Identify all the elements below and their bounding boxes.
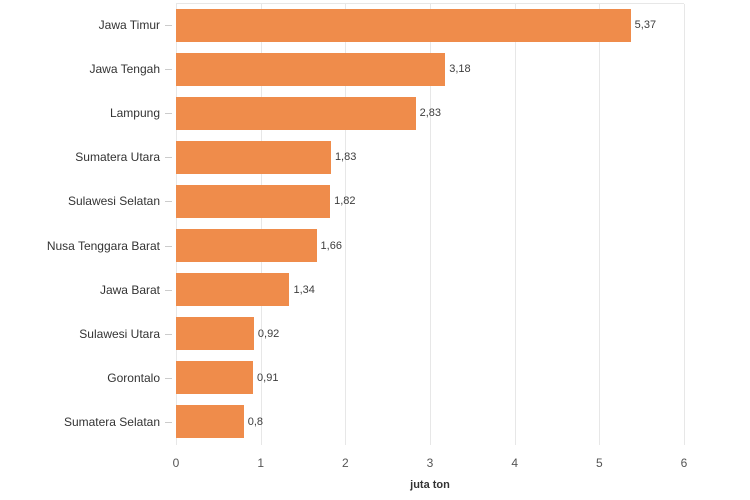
value-label-gorontalo: 0,91 xyxy=(257,371,279,384)
x-tick-label-5: 5 xyxy=(595,456,603,470)
x-axis-label: juta ton xyxy=(410,479,450,491)
y-axis-tick xyxy=(165,333,172,335)
value-label-lampung: 2,83 xyxy=(419,107,442,120)
y-axis-tick xyxy=(165,201,172,203)
value-label-jawa-timur: 5,37 xyxy=(634,19,657,32)
x-tick-label-4: 4 xyxy=(511,456,518,470)
x-tick-label-2: 2 xyxy=(341,456,349,470)
chart-row-sumatera-utara: Sumatera Utara 1,83 xyxy=(0,135,750,179)
value-label-sulawesi-utara: 0,92 xyxy=(257,327,280,340)
category-label-jawa-tengah: Jawa Tengah xyxy=(89,62,161,77)
bar-sulawesi-utara xyxy=(176,317,254,351)
gridline-x-0 xyxy=(176,4,177,445)
chart-row-jawa-barat: Jawa Barat 1,34 xyxy=(0,268,750,312)
gridline-x-4 xyxy=(514,4,516,445)
chart-row-lampung: Lampung 2,83 xyxy=(0,91,750,135)
bar-jawa-barat xyxy=(176,273,290,307)
chart-row-sulawesi-utara: Sulawesi Utara 0,92 xyxy=(0,312,750,356)
category-label-lampung: Lampung xyxy=(109,106,160,121)
bar-nusa-tenggara-barat xyxy=(176,229,317,263)
x-tick-label-6: 6 xyxy=(680,456,688,470)
bar-gorontalo xyxy=(176,361,254,395)
chart-row-sumatera-selatan: Sumatera Selatan 0,8 xyxy=(0,400,750,444)
x-tick-label-3: 3 xyxy=(426,456,434,470)
category-label-sumatera-utara: Sumatera Utara xyxy=(75,150,160,165)
bar-sulawesi-selatan xyxy=(176,184,331,218)
value-label-sulawesi-selatan: 1,82 xyxy=(334,195,356,208)
x-tick-label-0: 0 xyxy=(172,456,180,470)
category-label-sumatera-selatan: Sumatera Selatan xyxy=(63,414,160,429)
value-label-jawa-barat: 1,34 xyxy=(293,283,315,296)
value-label-sumatera-selatan: 0,8 xyxy=(247,415,264,428)
y-axis-tick xyxy=(165,289,172,291)
gridline-x-3 xyxy=(430,4,431,445)
value-label-sumatera-utara: 1,83 xyxy=(334,151,357,164)
bar-sumatera-utara xyxy=(176,140,331,174)
bar-lampung xyxy=(176,96,416,130)
plot-area xyxy=(176,3,685,445)
y-axis-tick xyxy=(165,25,172,27)
y-axis-tick xyxy=(165,157,172,159)
value-label-nusa-tenggara-barat: 1,66 xyxy=(320,239,342,252)
y-axis-tick xyxy=(165,69,172,71)
value-label-jawa-tengah: 3,18 xyxy=(449,63,471,76)
y-axis-tick xyxy=(165,245,172,247)
bar-jawa-timur xyxy=(176,8,631,42)
chart-row-sulawesi-selatan: Sulawesi Selatan 1,82 xyxy=(0,179,750,223)
gridline-x-2 xyxy=(345,4,347,445)
chart-row-jawa-timur: Jawa Timur 5,37 xyxy=(0,3,750,47)
category-label-sulawesi-selatan: Sulawesi Selatan xyxy=(67,194,160,209)
x-axis-ticks: 0 1 2 3 4 5 6 xyxy=(0,456,750,472)
y-axis-tick xyxy=(165,377,172,379)
chart-row-jawa-tengah: Jawa Tengah 3,18 xyxy=(0,47,750,91)
chart-row-nusa-tenggara-barat: Nusa Tenggara Barat 1,66 xyxy=(0,224,750,268)
category-label-gorontalo: Gorontalo xyxy=(107,370,160,385)
gridline-x-5 xyxy=(599,4,601,445)
x-tick-label-1: 1 xyxy=(257,456,264,470)
y-axis-tick xyxy=(165,421,172,423)
bar-jawa-tengah xyxy=(176,52,446,86)
category-label-nusa-tenggara-barat: Nusa Tenggara Barat xyxy=(46,238,160,253)
category-label-jawa-barat: Jawa Barat xyxy=(99,282,160,297)
category-label-jawa-timur: Jawa Timur xyxy=(98,18,160,33)
gridline-x-1 xyxy=(260,4,262,445)
bar-sumatera-selatan xyxy=(176,405,244,439)
y-axis-tick xyxy=(165,113,172,115)
gridline-x-6 xyxy=(684,4,685,445)
category-label-sulawesi-utara: Sulawesi Utara xyxy=(79,326,160,341)
chart-row-gorontalo: Gorontalo 0,91 xyxy=(0,356,750,400)
